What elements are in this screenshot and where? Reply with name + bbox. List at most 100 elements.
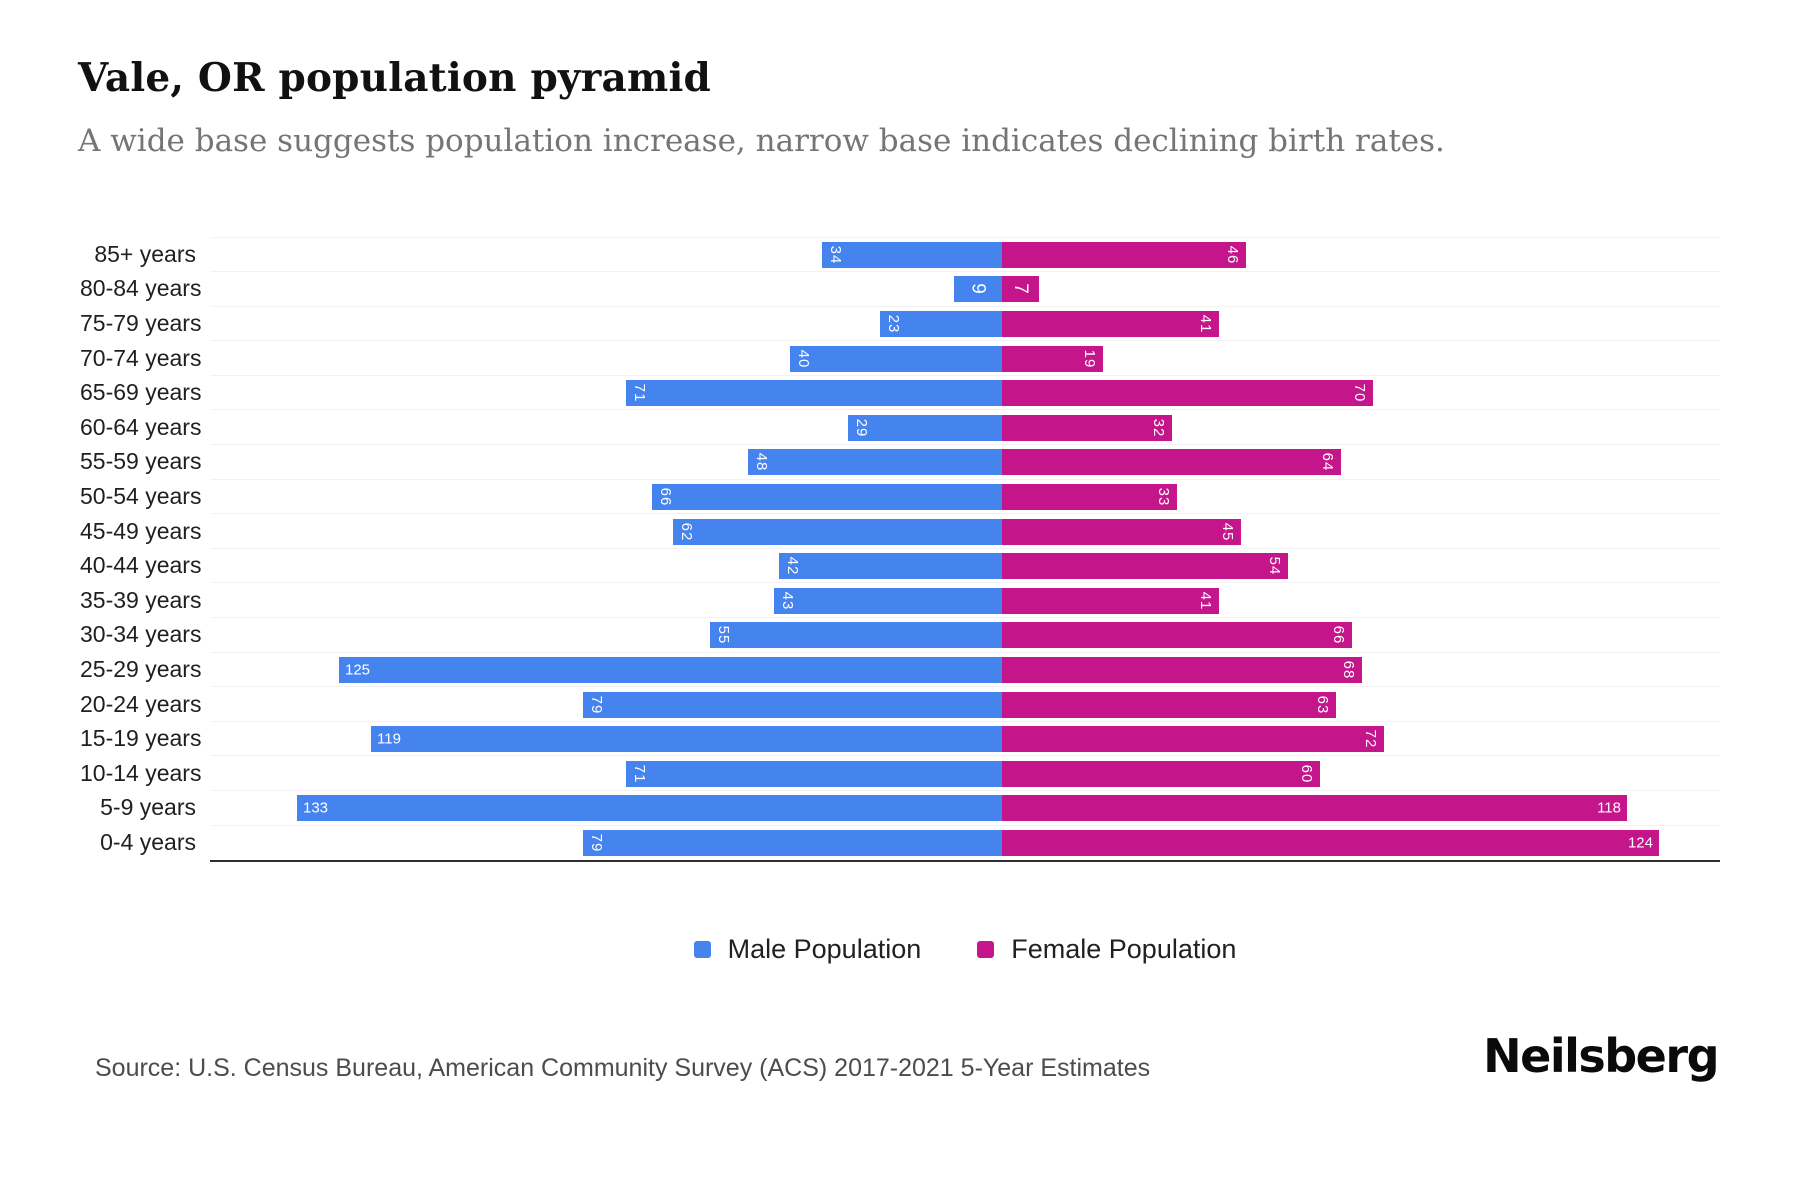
female-bar: 7 bbox=[1002, 276, 1039, 303]
male-value-label: 79 bbox=[588, 695, 605, 714]
age-group-label: 35-39 years bbox=[80, 586, 202, 613]
male-zone: 9 bbox=[210, 276, 1002, 303]
row-plot: 79 63 bbox=[210, 686, 1720, 722]
row-plot: 133 118 bbox=[210, 790, 1720, 826]
male-value-label: 71 bbox=[631, 764, 648, 784]
row-plot: 34 46 bbox=[210, 236, 1720, 273]
female-zone: 60 bbox=[1002, 760, 1720, 787]
female-bar: 118 bbox=[1002, 795, 1627, 822]
age-group-label: 5-9 years bbox=[100, 794, 196, 821]
female-zone: 124 bbox=[1002, 829, 1720, 856]
male-zone: 133 bbox=[210, 795, 1002, 822]
male-zone: 34 bbox=[210, 241, 1002, 268]
footer: Source: U.S. Census Bureau, American Com… bbox=[95, 1029, 1719, 1083]
row-plot: 66 33 bbox=[210, 478, 1720, 515]
male-bar: 79 bbox=[583, 691, 1002, 718]
male-zone: 119 bbox=[210, 726, 1002, 753]
female-value-label: 118 bbox=[1597, 799, 1621, 817]
male-value-label: 125 bbox=[345, 661, 371, 679]
row-plot: 23 41 bbox=[210, 305, 1720, 342]
female-bar: 33 bbox=[1002, 483, 1177, 510]
pyramid-row: 25-29 years 125 68 bbox=[80, 651, 1720, 687]
female-value-label: 68 bbox=[1340, 660, 1357, 680]
female-bar: 60 bbox=[1002, 760, 1320, 787]
male-bar: 42 bbox=[779, 553, 1002, 580]
pyramid-row: 5-9 years 133 118 bbox=[80, 790, 1720, 826]
female-zone: 63 bbox=[1002, 691, 1720, 718]
pyramid-row: 30-34 years 55 66 bbox=[80, 617, 1720, 653]
pyramid-row: 70-74 years 40 19 bbox=[80, 340, 1720, 376]
female-bar: 70 bbox=[1002, 380, 1373, 407]
pyramid-row: 15-19 years 119 72 bbox=[80, 720, 1720, 756]
female-zone: 45 bbox=[1002, 518, 1720, 545]
female-zone: 72 bbox=[1002, 726, 1720, 753]
female-value-label: 66 bbox=[1330, 625, 1347, 645]
male-bar: 29 bbox=[848, 414, 1002, 441]
male-zone: 79 bbox=[210, 691, 1002, 718]
age-group-label: 40-44 years bbox=[80, 552, 202, 579]
legend-item-female: Female Population bbox=[977, 934, 1236, 965]
age-group-label: 20-24 years bbox=[80, 690, 202, 717]
male-value-label: 42 bbox=[784, 556, 801, 576]
male-value-label: 62 bbox=[678, 522, 695, 541]
pyramid-row: 80-84 years 9 7 bbox=[80, 271, 1720, 307]
male-bar: 40 bbox=[790, 345, 1002, 372]
male-legend-swatch-icon bbox=[693, 940, 711, 958]
female-bar: 41 bbox=[1002, 587, 1219, 614]
female-value-label: 46 bbox=[1224, 245, 1241, 265]
age-group-label: 75-79 years bbox=[80, 309, 202, 336]
female-zone: 118 bbox=[1002, 795, 1720, 822]
row-plot: 48 64 bbox=[210, 444, 1720, 480]
male-bar: 23 bbox=[880, 310, 1002, 337]
male-value-label: 9 bbox=[967, 283, 989, 296]
pyramid-row: 85+ years 34 46 bbox=[80, 236, 1720, 273]
pyramid-row: 0-4 years 79 124 bbox=[80, 824, 1720, 860]
male-value-label: 43 bbox=[779, 591, 796, 611]
pyramid-row: 20-24 years 79 63 bbox=[80, 686, 1720, 722]
age-group-label: 70-74 years bbox=[80, 344, 202, 371]
male-value-label: 133 bbox=[303, 799, 329, 817]
pyramid-row: 65-69 years 71 70 bbox=[80, 374, 1720, 410]
pyramid-row: 55-59 years 48 64 bbox=[80, 444, 1720, 480]
male-bar: 62 bbox=[673, 518, 1002, 545]
female-bar: 45 bbox=[1002, 518, 1241, 545]
pyramid-row: 50-54 years 66 33 bbox=[80, 478, 1720, 515]
male-zone: 79 bbox=[210, 829, 1002, 856]
legend: Male Population Female Population bbox=[0, 934, 1800, 965]
pyramid-row: 75-79 years 23 41 bbox=[80, 305, 1720, 342]
male-bar: 55 bbox=[710, 622, 1002, 649]
male-value-label: 55 bbox=[715, 625, 732, 645]
female-bar: 32 bbox=[1002, 414, 1172, 441]
pyramid-row: 40-44 years 42 54 bbox=[80, 547, 1720, 584]
male-bar: 43 bbox=[774, 587, 1002, 614]
male-bar: 34 bbox=[822, 241, 1002, 268]
female-value-label: 41 bbox=[1197, 314, 1214, 334]
male-zone: 66 bbox=[210, 483, 1002, 510]
male-zone: 48 bbox=[210, 449, 1002, 476]
female-zone: 64 bbox=[1002, 449, 1720, 476]
row-plot: 43 41 bbox=[210, 582, 1720, 618]
female-value-label: 63 bbox=[1314, 695, 1331, 714]
male-zone: 43 bbox=[210, 587, 1002, 614]
pyramid-row: 60-64 years 29 32 bbox=[80, 409, 1720, 445]
age-group-label: 80-84 years bbox=[80, 275, 202, 302]
pyramid-row: 45-49 years 62 45 bbox=[80, 513, 1720, 549]
male-zone: 71 bbox=[210, 760, 1002, 787]
row-plot: 42 54 bbox=[210, 547, 1720, 584]
female-value-label: 54 bbox=[1266, 556, 1283, 576]
male-bar: 125 bbox=[339, 656, 1002, 683]
female-value-label: 45 bbox=[1219, 522, 1236, 541]
female-zone: 7 bbox=[1002, 276, 1720, 303]
female-zone: 41 bbox=[1002, 310, 1720, 337]
age-group-label: 10-14 years bbox=[80, 759, 202, 786]
female-zone: 68 bbox=[1002, 656, 1720, 683]
female-zone: 19 bbox=[1002, 345, 1720, 372]
age-group-label: 0-4 years bbox=[100, 828, 196, 855]
chart-subtitle: A wide base suggests population increase… bbox=[78, 123, 1445, 159]
population-pyramid-chart: 85+ years 34 46 80-84 years 9 7 75-79 years 23 4… bbox=[80, 236, 1720, 862]
legend-label-male: Male Population bbox=[727, 933, 922, 964]
row-plot: 62 45 bbox=[210, 513, 1720, 549]
female-bar: 64 bbox=[1002, 449, 1341, 476]
